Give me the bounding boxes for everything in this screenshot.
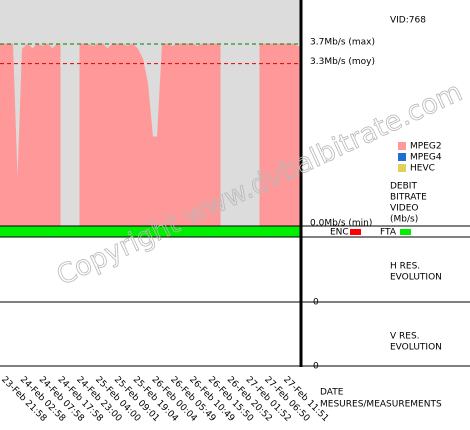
y-label: VIDEO [390, 204, 419, 214]
y-label: BITRATE [390, 193, 427, 203]
flag-label: FTA [380, 228, 397, 238]
legend-label: HEVC [410, 164, 435, 174]
y-tick-label: 0 [313, 298, 319, 308]
legend-swatch [398, 142, 406, 150]
v-res-label: EVOLUTION [390, 343, 442, 353]
h-res-label: EVOLUTION [390, 273, 442, 283]
legend-swatch [398, 153, 406, 161]
x-label: DATE [320, 388, 344, 398]
reference-label: 3.7Mb/s (max) [310, 38, 375, 48]
flag-swatch [400, 229, 411, 235]
legend-label: MPEG4 [410, 153, 442, 163]
reference-label: 0.0Mb/s (min) [310, 219, 372, 229]
legend-label: MPEG2 [410, 142, 442, 152]
fta-status-bar [0, 226, 300, 237]
h-res-label: H RES. [390, 262, 420, 272]
y-tick-label: 0 [313, 362, 319, 372]
flag-label: ENC [330, 228, 349, 238]
y-label: DEBIT [390, 182, 417, 192]
vid-label: VID:768 [390, 16, 426, 26]
v-res-label: V RES. [390, 332, 420, 342]
y-label: (Mb/s) [390, 215, 418, 225]
x-label: MESURES/MEASUREMENTS [320, 400, 442, 410]
legend-swatch [398, 164, 406, 172]
bitrate-area [0, 43, 61, 226]
reference-label: 3.3Mb/s (moy) [310, 57, 375, 67]
flag-swatch [350, 229, 361, 235]
